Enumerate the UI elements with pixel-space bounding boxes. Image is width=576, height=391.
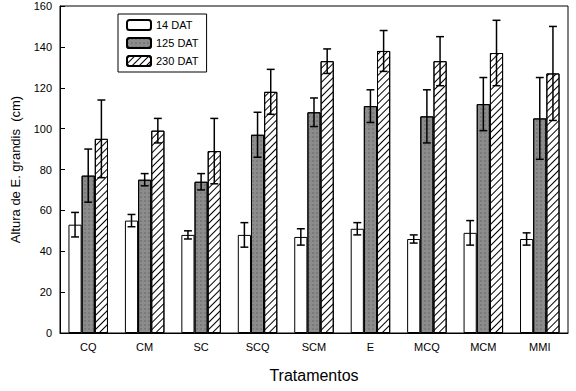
svg-text:160: 160 [34,0,52,12]
svg-text:20: 20 [40,286,52,298]
svg-text:120: 120 [34,82,52,94]
svg-text:125 DAT: 125 DAT [156,37,199,49]
svg-text:Tratamentos: Tratamentos [269,367,358,384]
svg-text:100: 100 [34,123,52,135]
svg-text:14 DAT: 14 DAT [156,19,193,31]
svg-text:SCM: SCM [302,341,326,353]
svg-text:Altura de E. grandis (cm): Altura de E. grandis (cm) [8,96,23,243]
svg-text:E: E [367,341,374,353]
svg-text:0: 0 [46,327,52,339]
svg-text:SCQ: SCQ [246,341,270,353]
svg-text:140: 140 [34,41,52,53]
svg-text:40: 40 [40,245,52,257]
svg-text:230 DAT: 230 DAT [156,55,199,67]
svg-text:60: 60 [40,204,52,216]
svg-text:CM: CM [136,341,153,353]
svg-text:80: 80 [40,164,52,176]
svg-text:CQ: CQ [80,341,97,353]
svg-text:MMI: MMI [529,341,550,353]
svg-text:MCM: MCM [470,341,496,353]
svg-text:MCQ: MCQ [414,341,440,353]
svg-text:SC: SC [193,341,208,353]
